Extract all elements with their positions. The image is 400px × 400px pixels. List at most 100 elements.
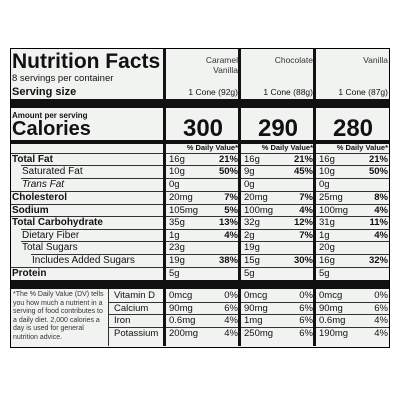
daily-value: 11%	[369, 217, 389, 228]
row-rule	[11, 153, 389, 154]
daily-value: 45%	[293, 166, 313, 177]
nutrient-label: Total Carbohydrate	[12, 217, 103, 228]
nutrient-label: Total Fat	[12, 154, 53, 165]
amount: 20g	[319, 242, 335, 253]
amount: 0mcg	[169, 290, 193, 301]
amount: 100mg	[319, 205, 349, 216]
daily-value: 4%	[374, 315, 388, 326]
nutrient-label: Cholesterol	[12, 192, 68, 203]
row-rule	[11, 204, 389, 205]
daily-value: 21%	[293, 154, 313, 165]
daily-value: 0%	[374, 290, 388, 301]
daily-value: 0%	[299, 290, 313, 301]
daily-value: 21%	[218, 154, 238, 165]
amount: 31g	[319, 217, 335, 228]
daily-value: 8%	[374, 192, 388, 203]
vitamin-label: Iron	[114, 315, 131, 326]
daily-value: 4%	[374, 328, 388, 339]
row-rule	[109, 302, 389, 303]
calories-label: Calories	[12, 118, 91, 140]
amount: 200mg	[169, 328, 199, 339]
title: Nutrition Facts	[12, 50, 161, 73]
amount: 19g	[169, 255, 185, 266]
row-rule	[21, 229, 389, 230]
column-name: Chocolate	[274, 55, 313, 65]
amount: 1g	[319, 230, 330, 241]
amount: 0g	[244, 179, 255, 190]
amount: 0mcg	[244, 290, 268, 301]
daily-value: 38%	[218, 255, 238, 266]
amount: 35g	[169, 217, 185, 228]
amount: 20mg	[169, 192, 193, 203]
column-separator	[163, 48, 166, 346]
daily-value: 12%	[293, 217, 313, 228]
daily-value: 30%	[293, 255, 313, 266]
amount: 0g	[319, 179, 330, 190]
amount: 0mcg	[319, 290, 343, 301]
daily-value: 21%	[368, 154, 388, 165]
daily-value: 32%	[368, 255, 388, 266]
daily-value: 4%	[374, 230, 388, 241]
daily-value: 6%	[374, 303, 388, 314]
servings: 8 servings per container	[12, 73, 114, 84]
amount: 5g	[319, 268, 330, 279]
vitamin-label: Potassium	[114, 328, 159, 339]
serving-size-label: Serving size	[12, 86, 77, 98]
amount: 0.6mg	[169, 315, 196, 326]
column-separator	[238, 48, 241, 346]
daily-value: 4%	[374, 205, 388, 216]
amount: 19g	[244, 242, 260, 253]
column-separator	[313, 48, 316, 346]
row-rule	[21, 241, 389, 242]
amount: 10g	[319, 166, 335, 177]
nutrient-label: Dietary Fiber	[22, 230, 80, 241]
amount: 9g	[244, 166, 255, 177]
serving: 1 Cone (88g)	[263, 87, 313, 97]
daily-value: 6%	[299, 328, 313, 339]
amount: 250mg	[244, 328, 274, 339]
row-rule	[109, 327, 389, 328]
amount: 15g	[244, 255, 260, 266]
daily-value: 6%	[299, 315, 313, 326]
column-name: Vanilla	[213, 65, 238, 75]
amount: 20mg	[244, 192, 268, 203]
thick-bar	[11, 99, 389, 108]
amount: 90mg	[319, 303, 343, 314]
daily-value: 6%	[224, 303, 238, 314]
calories: 300	[182, 115, 224, 142]
amount: 16g	[169, 154, 185, 165]
daily-value: 7%	[299, 192, 313, 203]
amount: 10g	[169, 166, 185, 177]
vitamin-label: Vitamin D	[114, 290, 156, 301]
amount: 5g	[244, 268, 255, 279]
column-name: Vanilla	[363, 55, 388, 65]
amount: 0g	[169, 179, 180, 190]
nutrient-label: Trans Fat	[22, 179, 65, 190]
dv-header: % Daily Value*	[186, 143, 238, 152]
row-rule	[11, 267, 389, 268]
amount: 1mg	[244, 315, 263, 326]
row-rule	[21, 165, 389, 166]
amount: 100mg	[244, 205, 274, 216]
dv-header: % Daily Value*	[261, 143, 313, 152]
nutrient-label: Sodium	[12, 205, 49, 216]
serving: 1 Cone (92g)	[188, 87, 238, 97]
daily-value: 50%	[218, 166, 238, 177]
amount: 25mg	[319, 192, 343, 203]
daily-value: 4%	[224, 328, 238, 339]
thick-bar	[11, 280, 389, 289]
daily-value: 4%	[224, 230, 238, 241]
calories: 280	[332, 115, 374, 142]
amount: 32g	[244, 217, 260, 228]
daily-value: 4%	[224, 315, 238, 326]
amount: 16g	[319, 154, 335, 165]
nutrient-label: Total Sugars	[22, 242, 78, 253]
amount: 0.6mg	[319, 315, 346, 326]
amount: 90mg	[169, 303, 193, 314]
row-rule	[109, 314, 389, 315]
footnote: *The % Daily Value (DV) tells you how mu…	[13, 291, 104, 341]
divider	[108, 289, 109, 346]
daily-value: 13%	[218, 217, 238, 228]
row-rule	[11, 191, 389, 192]
